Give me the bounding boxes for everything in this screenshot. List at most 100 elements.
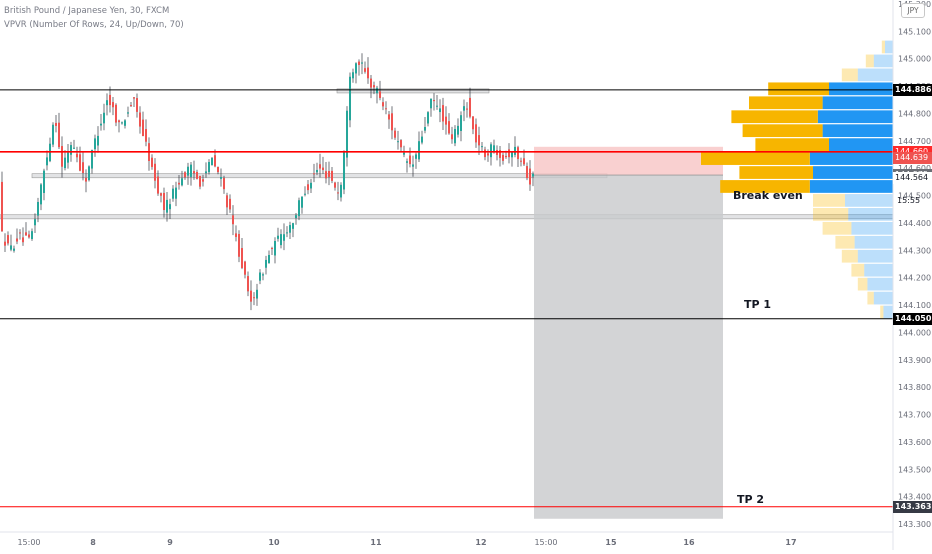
vpvr-down-bar xyxy=(851,263,865,277)
candle-down-body xyxy=(271,248,273,250)
vpvr-indicator-label[interactable]: VPVR (Number Of Rows, 24, Up/Down, 70) xyxy=(4,20,184,30)
candle-down-body xyxy=(379,91,381,99)
time-tick-label: 15:00 xyxy=(534,538,557,547)
vpvr-down-bar xyxy=(739,166,813,179)
candle-down-body xyxy=(196,171,198,179)
candle-up-body xyxy=(532,173,534,177)
candle-down-body xyxy=(433,100,435,102)
vpvr-down-bar xyxy=(731,110,818,124)
candle-up-body xyxy=(175,187,177,199)
vpvr-up-bar xyxy=(813,166,893,179)
vpvr-down-bar xyxy=(822,221,852,235)
candle-up-body xyxy=(67,152,69,163)
candle-up-body xyxy=(460,115,462,132)
candle-down-body xyxy=(487,153,489,156)
candle-down-body xyxy=(475,124,477,143)
candle-up-body xyxy=(481,146,483,148)
candle-down-body xyxy=(16,238,18,242)
tp1-label: TP 1 xyxy=(744,298,772,311)
price-axis[interactable]: 145.200145.100145.000144.900144.800144.7… xyxy=(892,0,931,550)
candle-up-body xyxy=(490,144,492,158)
candle-up-body xyxy=(64,157,66,169)
candle-up-body xyxy=(298,200,300,217)
candle-up-body xyxy=(70,145,72,155)
candle-down-body xyxy=(55,122,57,126)
currency-badge[interactable]: JPY xyxy=(901,3,925,18)
price-tick-label: 144.400 xyxy=(898,219,931,228)
vpvr-up-bar xyxy=(885,40,893,54)
vpvr-down-bar xyxy=(742,124,823,138)
candle-up-body xyxy=(73,147,75,149)
candle-up-body xyxy=(13,248,15,251)
take-profit-zone[interactable] xyxy=(534,175,723,519)
candle-down-body xyxy=(22,237,24,243)
candle-up-body xyxy=(166,199,168,213)
vpvr-up-bar xyxy=(864,263,893,277)
price-tick-label: 144.500 xyxy=(898,192,931,201)
vpvr-down-bar xyxy=(701,152,810,165)
vpvr-down-bar xyxy=(881,40,885,54)
candle-up-body xyxy=(205,171,207,174)
candle-up-body xyxy=(412,164,414,167)
price-tick-label: 143.800 xyxy=(898,383,931,392)
candle-down-body xyxy=(178,182,180,185)
candle-down-body xyxy=(241,248,243,268)
candle-down-body xyxy=(217,166,219,173)
break-even-label: Break even xyxy=(733,189,803,202)
candle-up-body xyxy=(436,105,438,107)
candle-up-body xyxy=(421,136,423,143)
candle-down-body xyxy=(85,177,87,182)
vpvr-up-bar xyxy=(867,277,893,291)
time-tick-label: 10 xyxy=(268,538,280,547)
vpvr-up-bar xyxy=(829,82,893,96)
candle-down-body xyxy=(367,67,369,79)
price-tick-label: 144.600 xyxy=(898,164,931,173)
short-position-layer[interactable] xyxy=(534,146,723,519)
candle-up-body xyxy=(349,76,351,121)
candle-down-body xyxy=(244,261,246,275)
candle-up-body xyxy=(40,184,42,205)
price-tick-label: 144.200 xyxy=(898,274,931,283)
candle-down-body xyxy=(466,108,468,110)
candle-down-body xyxy=(325,171,327,179)
price-tick-label: 144.100 xyxy=(898,301,931,310)
time-tick-label: 16 xyxy=(683,538,695,547)
time-tick-label: 8 xyxy=(90,538,96,547)
candle-down-body xyxy=(4,241,6,246)
candle-down-body xyxy=(61,146,63,167)
candle-up-body xyxy=(286,232,288,234)
candle-down-body xyxy=(145,129,147,142)
candle-up-body xyxy=(514,146,516,155)
symbol-title[interactable]: British Pound / Japanese Yen, 30, FXCM xyxy=(4,6,170,16)
horizontal-lines-layer[interactable] xyxy=(0,89,893,508)
price-tick-label: 144.800 xyxy=(898,109,931,118)
candle-down-body xyxy=(388,114,390,120)
candle-down-body xyxy=(469,97,471,117)
price-label-144.639: 144.639 xyxy=(893,151,932,164)
candle-up-body xyxy=(187,166,189,176)
candle-down-body xyxy=(229,198,231,210)
candle-down-body xyxy=(385,108,387,110)
candle-down-body xyxy=(409,155,411,165)
candle-down-body xyxy=(451,134,453,140)
candle-up-body xyxy=(94,138,96,150)
price-tick-label: 143.700 xyxy=(898,411,931,420)
zone-box-level xyxy=(31,173,608,179)
candle-down-body xyxy=(154,163,156,181)
price-tick-label: 145.000 xyxy=(898,55,931,64)
candle-up-body xyxy=(463,106,465,111)
candle-down-body xyxy=(448,121,450,134)
candle-down-body xyxy=(373,85,375,88)
candle-up-body xyxy=(100,123,102,126)
time-axis[interactable]: 15:00 8 9 10 11 12 15:00 15 16 17 xyxy=(0,531,893,547)
candle-down-body xyxy=(142,119,144,137)
candle-down-body xyxy=(184,172,186,178)
time-tick-label: 11 xyxy=(370,538,382,547)
candle-up-body xyxy=(190,164,192,177)
vpvr-down-bar xyxy=(755,138,829,151)
candle-down-body xyxy=(58,122,60,148)
price-tick-label: 143.300 xyxy=(898,520,931,529)
candle-down-body xyxy=(319,164,321,169)
